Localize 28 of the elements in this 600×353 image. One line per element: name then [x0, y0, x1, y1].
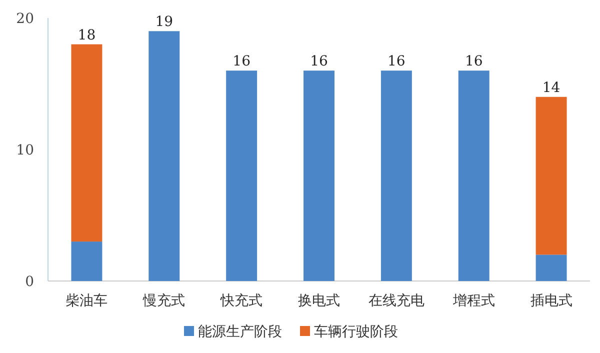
- total-label: 14: [542, 80, 560, 96]
- bar: [458, 70, 490, 281]
- x-tick-label: 慢充式: [142, 293, 186, 309]
- total-label: 16: [232, 54, 251, 70]
- bar: [226, 70, 258, 281]
- y-tick-label: 20: [16, 11, 34, 27]
- total-label: 16: [310, 54, 328, 70]
- bar: [380, 70, 412, 281]
- bar: [148, 31, 180, 281]
- y-tick-label: 10: [16, 142, 34, 158]
- total-label: 19: [155, 14, 174, 30]
- legend-label: 能源生产阶段: [198, 324, 282, 340]
- x-tick-label: 换电式: [298, 293, 340, 309]
- x-tick-label: 柴油车: [66, 293, 108, 309]
- bar: [536, 96, 567, 255]
- y-tick-label: 0: [25, 274, 34, 290]
- bar: [304, 70, 334, 281]
- total-label: 16: [388, 54, 406, 70]
- total-label: 16: [464, 54, 483, 70]
- bar: [536, 254, 567, 281]
- legend-label: 车辆行驶阶段: [314, 324, 398, 340]
- bar: [71, 242, 102, 281]
- total-label: 18: [78, 27, 96, 44]
- x-tick-label: 插电式: [530, 293, 572, 309]
- x-tick-label: 增程式: [452, 293, 495, 309]
- bar: [71, 44, 102, 242]
- x-tick-label: 在线充电: [368, 293, 424, 309]
- x-tick-label: 快充式: [220, 293, 263, 309]
